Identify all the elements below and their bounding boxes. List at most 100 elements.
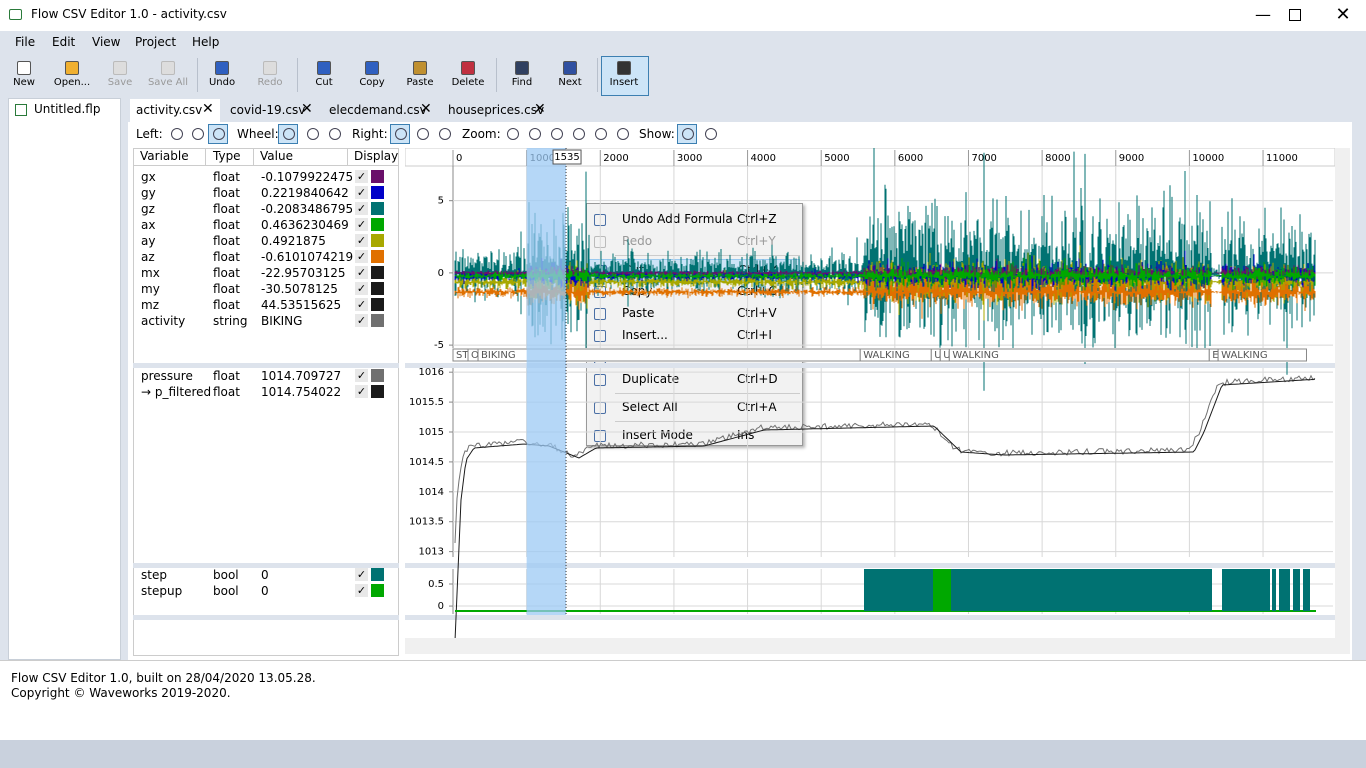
- tab-label[interactable]: activity.csv: [136, 103, 203, 117]
- tab[interactable]: [442, 99, 552, 122]
- display-checkbox[interactable]: ✓: [355, 298, 368, 311]
- view-tool[interactable]: [568, 124, 588, 144]
- color-swatch[interactable]: [371, 202, 384, 215]
- variable-name[interactable]: activity: [141, 314, 186, 328]
- tab-close[interactable]: ✕: [534, 101, 546, 117]
- view-tool[interactable]: [590, 124, 610, 144]
- display-checkbox[interactable]: ✓: [355, 170, 368, 183]
- tab-close[interactable]: ✕: [301, 101, 313, 117]
- variable-name[interactable]: ax: [141, 218, 156, 232]
- toolbar-button[interactable]: Cut: [315, 77, 333, 88]
- tab-close[interactable]: ✕: [202, 101, 214, 117]
- color-swatch[interactable]: [371, 584, 384, 597]
- color-swatch[interactable]: [371, 314, 384, 327]
- tab-close[interactable]: ✕: [420, 101, 432, 117]
- menu-label[interactable]: Select All: [622, 400, 678, 414]
- menu-item[interactable]: File: [15, 35, 36, 49]
- menu-row[interactable]: Insert... Ctrl+I: [589, 325, 800, 347]
- menu-label[interactable]: Duplicate: [622, 372, 680, 386]
- variable-name[interactable]: pressure: [141, 369, 193, 383]
- color-swatch[interactable]: [371, 186, 384, 199]
- display-checkbox[interactable]: ✓: [355, 202, 368, 215]
- tab[interactable]: [130, 99, 220, 122]
- variable-name[interactable]: ay: [141, 234, 156, 248]
- display-checkbox[interactable]: ✓: [355, 266, 368, 279]
- tab[interactable]: [224, 99, 319, 122]
- toolbar-button[interactable]: Find: [511, 77, 533, 88]
- color-swatch[interactable]: [371, 385, 384, 398]
- view-tool[interactable]: [208, 124, 228, 144]
- menu-row[interactable]: Undo Add Formula Ctrl+Z: [589, 209, 800, 231]
- variable-name[interactable]: gz: [141, 202, 155, 216]
- display-checkbox[interactable]: ✓: [355, 218, 368, 231]
- view-tool[interactable]: [524, 124, 544, 144]
- toolbar-button[interactable]: Insert: [609, 77, 639, 88]
- menu-item[interactable]: Edit: [52, 35, 76, 49]
- color-swatch[interactable]: [371, 218, 384, 231]
- menu-label[interactable]: Insert...: [622, 328, 668, 342]
- display-checkbox[interactable]: ✓: [355, 186, 368, 199]
- close-button[interactable]: ✕: [1335, 4, 1351, 25]
- view-tool[interactable]: [700, 124, 720, 144]
- variable-name[interactable]: az: [141, 250, 155, 264]
- view-tool[interactable]: [502, 124, 522, 144]
- view-tool[interactable]: [434, 124, 454, 144]
- toolbar-button[interactable]: Undo: [208, 77, 236, 88]
- toolbar-button[interactable]: Next: [558, 77, 582, 88]
- view-tool[interactable]: [324, 124, 344, 144]
- view-tool[interactable]: [302, 124, 322, 144]
- variable-name[interactable]: stepup: [141, 584, 183, 598]
- color-swatch[interactable]: [371, 298, 384, 311]
- minimize-button[interactable]: —: [1255, 5, 1271, 24]
- view-tool[interactable]: [278, 124, 298, 144]
- color-swatch[interactable]: [371, 266, 384, 279]
- tab[interactable]: [323, 99, 438, 122]
- menu-label[interactable]: Paste: [622, 306, 655, 320]
- variable-name[interactable]: mx: [141, 266, 160, 280]
- display-checkbox[interactable]: ✓: [355, 385, 368, 398]
- variable-name[interactable]: gy: [141, 186, 156, 200]
- variable-name[interactable]: step: [141, 568, 167, 582]
- color-swatch[interactable]: [371, 170, 384, 183]
- view-tool[interactable]: [677, 124, 697, 144]
- menu-item[interactable]: Project: [135, 35, 177, 49]
- variable-name[interactable]: gx: [141, 170, 156, 184]
- color-swatch[interactable]: [371, 369, 384, 382]
- menu-item[interactable]: Help: [192, 35, 220, 49]
- tab-label[interactable]: elecdemand.csv: [329, 103, 427, 117]
- variable-name[interactable]: mz: [141, 298, 159, 312]
- display-checkbox[interactable]: ✓: [355, 250, 368, 263]
- maximize-button[interactable]: [1289, 9, 1301, 21]
- project-file[interactable]: Untitled.flp: [34, 102, 101, 116]
- color-swatch[interactable]: [371, 282, 384, 295]
- tab-label[interactable]: houseprices.csv: [448, 103, 545, 117]
- menu-label[interactable]: Undo Add Formula: [622, 212, 733, 226]
- view-tool[interactable]: [166, 124, 186, 144]
- toolbar-button[interactable]: Open...: [53, 77, 91, 88]
- display-checkbox[interactable]: ✓: [355, 369, 368, 382]
- toolbar-button[interactable]: Delete: [451, 77, 485, 88]
- window-title: Flow CSV Editor 1.0 - activity.csv: [31, 7, 227, 21]
- display-checkbox[interactable]: ✓: [355, 568, 368, 581]
- view-tool[interactable]: [546, 124, 566, 144]
- toolbar-button[interactable]: Copy: [359, 77, 385, 88]
- view-tool[interactable]: [187, 124, 207, 144]
- color-swatch[interactable]: [371, 250, 384, 263]
- display-checkbox[interactable]: ✓: [355, 314, 368, 327]
- display-checkbox[interactable]: ✓: [355, 234, 368, 247]
- tab-label[interactable]: covid-19.csv: [230, 103, 306, 117]
- color-swatch[interactable]: [371, 568, 384, 581]
- display-checkbox[interactable]: ✓: [355, 282, 368, 295]
- menu-item[interactable]: View: [92, 35, 121, 49]
- color-swatch[interactable]: [371, 234, 384, 247]
- view-tool[interactable]: [612, 124, 632, 144]
- view-tool[interactable]: [390, 124, 410, 144]
- toolbar-button[interactable]: Paste: [406, 77, 434, 88]
- toolbar-button[interactable]: New: [13, 77, 35, 88]
- view-tool[interactable]: [412, 124, 432, 144]
- variable-name[interactable]: my: [141, 282, 160, 296]
- signal-view[interactable]: 0100020003000400050006000700080009000100…: [405, 148, 1350, 658]
- menu-row[interactable]: Select All Ctrl+A: [589, 397, 800, 419]
- display-checkbox[interactable]: ✓: [355, 584, 368, 597]
- variable-name[interactable]: → p_filtered: [141, 385, 212, 399]
